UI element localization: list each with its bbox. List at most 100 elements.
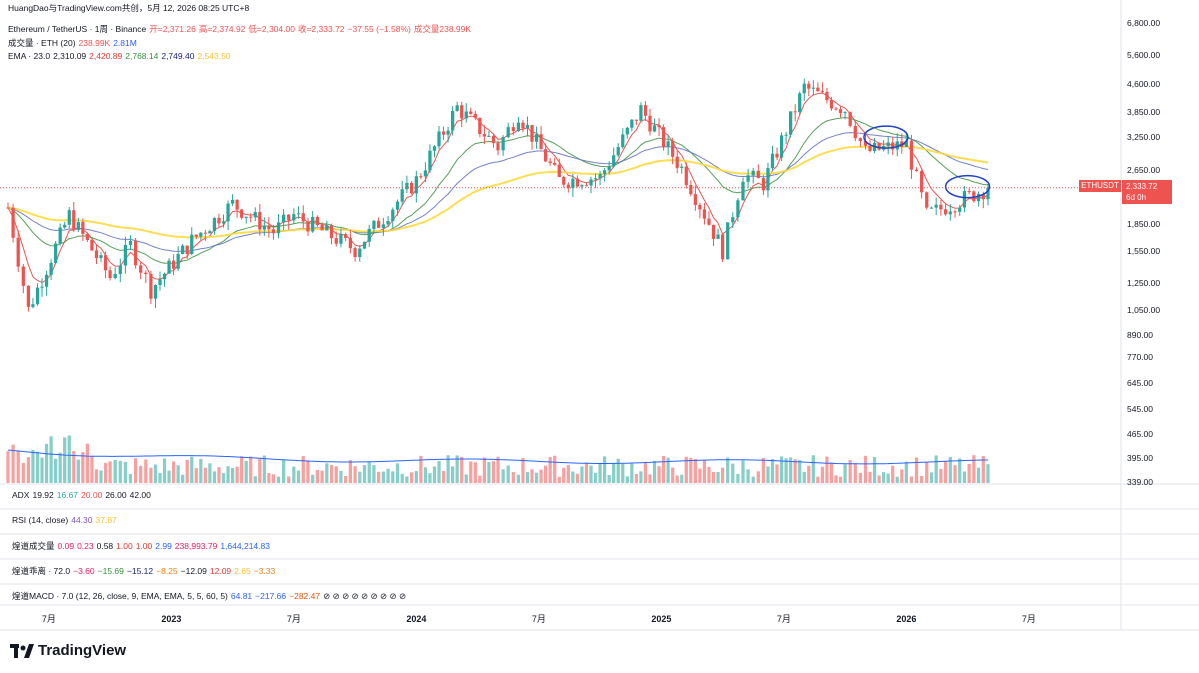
indicator-macd[interactable]: 煌道MACD · 7.0 (12, 26, close, 9, EMA, EMA… [12,590,409,602]
volume-bar [858,472,863,483]
candle-body [580,185,584,187]
candle-body [437,131,441,147]
volume-bar [262,455,266,483]
volume-bar [199,458,203,483]
legend-value: 37.87 [95,515,117,525]
candle-body [320,225,324,231]
y-tick-label: 465.00 [1127,429,1153,439]
volume-bar [909,476,914,483]
volume-bar [736,473,740,483]
volume-bar [203,467,207,483]
volume-bar [325,463,329,483]
candle-body [235,199,239,210]
candle-body [58,227,62,244]
candle-body [562,176,566,185]
legend-value: 高=2,374.92 [198,24,246,34]
volume-bar [904,461,908,483]
candle-body [348,238,352,249]
volume-bar [149,467,153,483]
volume-bar [358,471,362,483]
x-tick-label: 7月 [1022,614,1036,624]
x-tick-label: 7月 [287,614,301,624]
volume-bar [770,458,775,483]
volume-bar [99,470,103,483]
candle-body [162,273,167,280]
volume-bar [756,471,760,483]
candle-body [943,209,948,215]
candle-body [684,166,688,186]
candle-body [616,147,620,156]
legend-value: 16.67 [56,490,79,500]
legend-value: −8.25 [156,566,178,576]
volume-bar [133,458,138,483]
candle-body [31,304,35,307]
candle-body [49,262,53,275]
candle-body [118,265,122,275]
volume-bar [409,472,414,483]
legend-value: 238,993.79 [174,541,218,551]
candle-body [648,115,652,132]
candle-body [181,245,185,254]
symbol-price-tag: ETHUSDT [1079,180,1121,192]
indicator-volume[interactable]: 煌道成交量 0.09 0.23 0.58 1.00 1.00 2.99 238,993.79 1… [12,540,273,552]
volume-bar [54,458,58,483]
tradingview-logo[interactable]: TradingView [10,642,126,659]
candle-body [501,137,505,151]
candle-body [334,238,338,244]
candle-body [208,231,212,234]
candle-body [276,222,281,234]
legend-value: −3.33 [253,566,276,576]
indicator-bias[interactable]: 煌道乖离 · 72.0 −3.60 −15.69 −15.12 −8.25 −12.09 1… [12,565,278,577]
ema-line [7,132,989,252]
legend-value: 1.00 [135,541,153,551]
legend-value: 64.81 [230,591,253,601]
legend-value: ADX [12,490,30,500]
chart-header-line-2: Ethereum / TetherUS · 1周 · Binance 开=2,37… [8,24,474,35]
volume-bar [802,471,806,483]
candle-body [482,134,487,137]
candle-body [491,135,496,144]
volume-bar [419,455,423,483]
volume-bar [67,435,71,483]
volume-bar [249,456,253,483]
volume-bar [562,467,566,483]
legend-value: 低=2,304.00 [248,24,295,34]
volume-bar [344,475,348,483]
volume-bar [386,468,390,483]
legend-value: −12.09 [180,566,207,576]
candle-body [381,224,385,228]
candle-body [123,244,128,266]
volume-bar [761,457,766,483]
candle-body [144,272,148,275]
x-tick-label: 2024 [406,614,426,624]
volume-bar [190,456,194,483]
candle-body [761,178,766,191]
candle-body [886,142,890,147]
volume-bar [414,471,418,483]
candle-body [199,232,203,237]
volume-bar [934,455,938,483]
candle-body [258,212,262,230]
candle-body [287,214,291,221]
candle-body [914,169,919,172]
candle-body [698,204,702,210]
candle-body [775,153,779,158]
legend-value: −15.69 [97,566,124,576]
candle-body [113,274,117,279]
y-tick-label: 890.00 [1127,330,1153,340]
candle-body [741,181,745,201]
candle-body [419,176,423,178]
indicator-adx[interactable]: ADX 19.92 16.67 20.00 26.00 42.00 [12,490,154,500]
y-tick-label: 6,800.00 [1127,18,1160,28]
volume-bar [853,463,857,483]
candle-body [566,184,570,188]
candle-body [108,270,112,279]
candle-body [820,91,825,93]
volume-bar [789,457,793,483]
volume-bar [511,472,515,483]
candle-body [948,211,952,215]
indicator-rsi[interactable]: RSI (14, close) 44.30 37.87 [12,515,120,525]
candle-body [798,93,802,113]
volume-bar [675,475,679,483]
